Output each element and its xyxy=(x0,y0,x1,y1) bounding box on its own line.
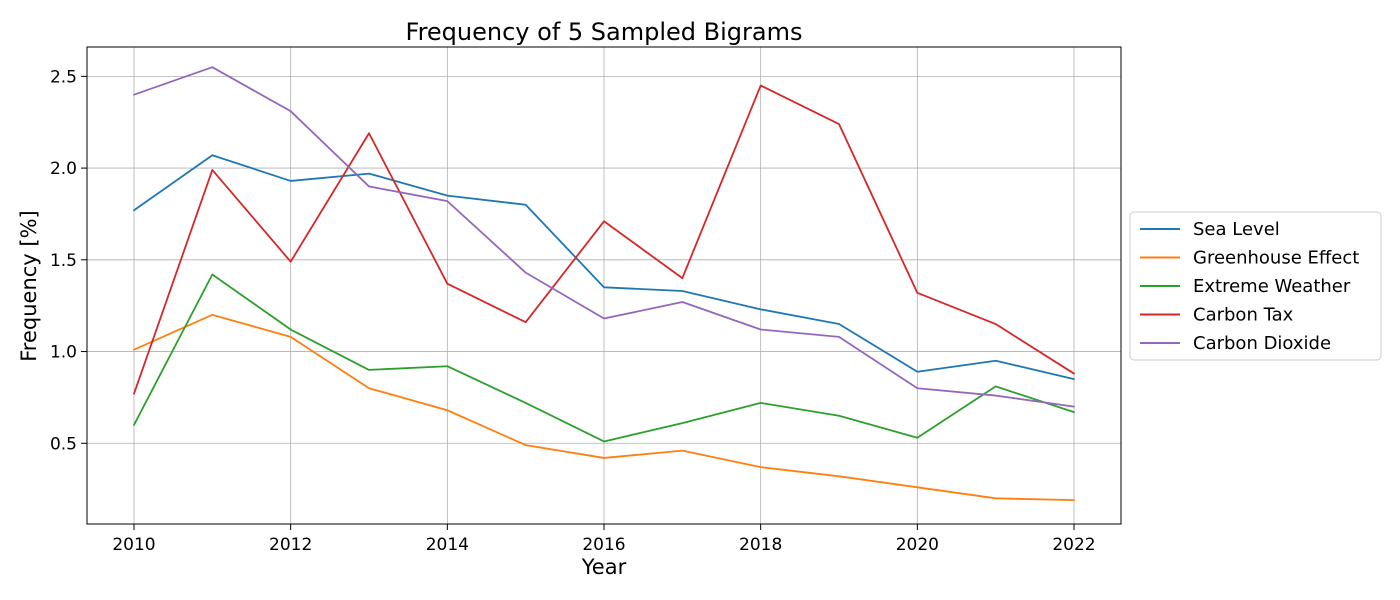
series-line-carbon-dioxide xyxy=(133,66,1075,408)
y-tick-label: 2.5 xyxy=(50,67,77,87)
y-tick-label: 1.5 xyxy=(50,251,77,271)
x-tick-label: 2020 xyxy=(896,535,939,555)
legend-box xyxy=(1129,211,1382,361)
x-tick-label: 2016 xyxy=(582,535,625,555)
y-tick-label: 0.5 xyxy=(50,434,77,454)
x-axis: 2010 2012 2014 2016 2018 2020 2022 xyxy=(112,524,1096,555)
y-tick-label: 2.0 xyxy=(50,159,77,179)
series-line-carbon-tax xyxy=(133,84,1075,395)
series-line-sea-level xyxy=(133,154,1075,380)
legend-label-extreme-weather: Extreme Weather xyxy=(1193,276,1351,297)
y-axis-label: Frequency [%] xyxy=(17,210,41,362)
x-tick-label: 2022 xyxy=(1052,535,1095,555)
grid xyxy=(87,47,1121,524)
series-line-greenhouse-effect xyxy=(133,313,1075,502)
x-tick-label: 2014 xyxy=(426,535,469,555)
chart-title: Frequency of 5 Sampled Bigrams xyxy=(406,18,803,46)
series-lines xyxy=(133,66,1075,502)
x-tick-label: 2012 xyxy=(269,535,312,555)
x-tick-label: 2018 xyxy=(739,535,782,555)
legend-label-sea-level: Sea Level xyxy=(1193,219,1280,240)
legend-label-greenhouse-effect: Greenhouse Effect xyxy=(1193,248,1359,269)
legend-label-carbon-tax: Carbon Tax xyxy=(1193,305,1294,326)
legend-label-carbon-dioxide: Carbon Dioxide xyxy=(1193,333,1331,354)
x-tick-label: 2010 xyxy=(112,535,155,555)
x-axis-label: Year xyxy=(581,555,627,579)
y-tick-label: 1.0 xyxy=(50,343,77,363)
y-axis: 0.5 1.0 1.5 2.0 2.5 xyxy=(50,67,87,454)
series-line-extreme-weather xyxy=(133,273,1075,443)
legend: Sea Level Greenhouse Effect Extreme Weathe… xyxy=(1129,211,1382,361)
